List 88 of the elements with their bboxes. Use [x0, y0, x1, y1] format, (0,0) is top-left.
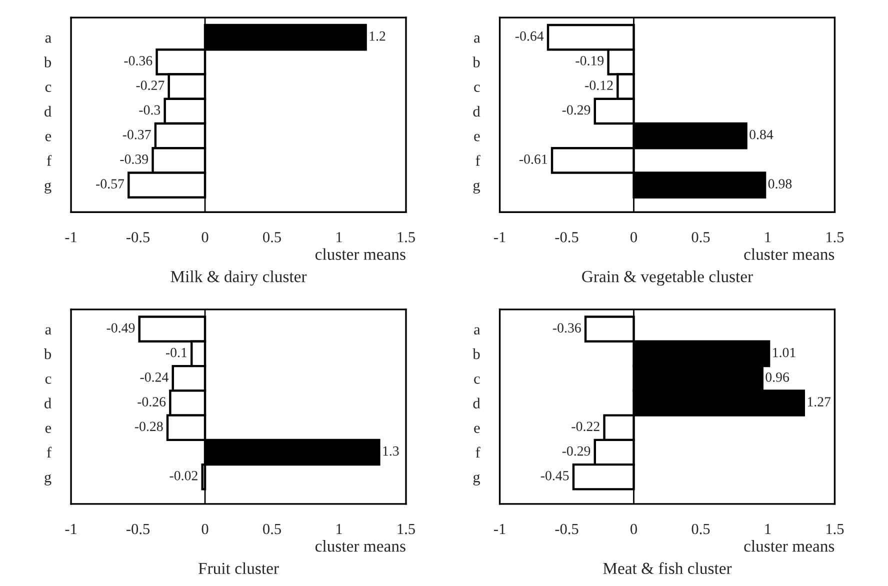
x-tick-label: -0.5 — [126, 524, 150, 534]
y-tick-label: b — [44, 348, 52, 360]
data-label: -0.49 — [106, 323, 135, 333]
x-tick-label: 0.5 — [263, 232, 281, 242]
y-tick-label: e — [474, 134, 480, 142]
text: Milk & dairy cluster — [170, 270, 307, 286]
x-axis-title: cluster means — [315, 248, 406, 260]
data-label: -0.64 — [515, 31, 544, 41]
data-label: 1.3 — [383, 446, 399, 456]
data-label: 1.2 — [370, 31, 386, 41]
data-label: -0.27 — [136, 80, 164, 90]
y-tick-label: a — [45, 327, 52, 335]
data-label: -0.28 — [134, 422, 163, 432]
y-tick-label: b — [472, 348, 480, 360]
data-label: -0.29 — [562, 105, 590, 115]
x-tick-label: -1 — [494, 232, 506, 242]
data-label: -0.24 — [140, 372, 168, 382]
y-tick-label: c — [474, 84, 480, 92]
x-tick-label: 0 — [630, 524, 637, 534]
x-tick-label: 1 — [336, 232, 342, 242]
data-label: 0.84 — [750, 130, 774, 140]
x-tick-label: 1 — [765, 524, 771, 534]
y-tick-label: g — [473, 182, 480, 194]
x-tick-label: 1.5 — [826, 232, 844, 242]
y-tick-label: a — [45, 35, 52, 43]
x-tick-label: 0.5 — [692, 524, 710, 534]
x-axis-title: cluster means — [315, 540, 406, 552]
data-label: -0.12 — [585, 80, 613, 90]
y-tick-label: e — [45, 426, 52, 434]
data-label: -0.29 — [562, 446, 590, 456]
data-label: -0.57 — [96, 179, 124, 189]
text: Fruit cluster — [198, 562, 279, 574]
x-tick-label: 1.5 — [398, 524, 415, 534]
x-tick-label: -1 — [65, 524, 76, 534]
x-tick-label: -0.5 — [126, 232, 150, 242]
y-tick-label: d — [473, 398, 480, 408]
data-label: -0.61 — [519, 154, 548, 164]
text: Meat & fish cluster — [603, 562, 732, 574]
data-label: -0.02 — [170, 470, 198, 480]
y-tick-label: f — [476, 154, 480, 166]
x-tick-label: 1 — [765, 232, 771, 242]
y-tick-label: c — [474, 376, 480, 384]
y-tick-label: b — [44, 56, 52, 68]
x-tick-label: -0.5 — [555, 232, 578, 242]
y-tick-label: e — [474, 426, 480, 434]
x-tick-label: 0.5 — [263, 524, 281, 534]
x-tick-label: -1 — [494, 524, 506, 534]
y-tick-label: c — [45, 376, 52, 384]
data-label: 1.01 — [773, 348, 796, 358]
data-label: -0.22 — [572, 422, 600, 432]
x-tick-label: 1.5 — [398, 232, 415, 242]
data-label: 0.98 — [768, 179, 792, 189]
x-tick-label: 0 — [202, 232, 208, 242]
y-tick-label: a — [474, 327, 480, 335]
y-tick-label: d — [44, 398, 52, 408]
y-tick-label: g — [473, 474, 480, 486]
data-label: -0.45 — [540, 470, 569, 480]
y-tick-label: f — [46, 154, 52, 166]
text: Grain & vegetable cluster — [582, 270, 753, 286]
data-label: -0.19 — [576, 56, 604, 66]
y-tick-label: e — [45, 134, 52, 142]
data-label: -0.37 — [122, 130, 151, 140]
data-label: -0.36 — [552, 323, 581, 333]
y-tick-label: f — [476, 446, 480, 458]
x-axis-title: cluster means — [744, 540, 834, 552]
data-label: -0.1 — [166, 348, 187, 358]
y-tick-label: d — [473, 106, 480, 117]
x-tick-label: -0.5 — [555, 524, 578, 534]
y-tick-label: b — [472, 56, 480, 68]
x-tick-label: 0 — [630, 232, 637, 242]
x-axis-title: cluster means — [744, 248, 834, 260]
data-label: 0.96 — [766, 372, 790, 382]
data-label: -0.26 — [138, 397, 166, 407]
data-label: -0.36 — [124, 56, 152, 66]
x-tick-label: 1 — [336, 524, 342, 534]
y-tick-label: g — [44, 474, 52, 486]
y-tick-label: c — [45, 84, 52, 92]
y-tick-label: g — [44, 182, 52, 194]
data-label: 1.27 — [808, 397, 831, 407]
x-tick-label: 0.5 — [692, 232, 710, 242]
y-tick-label: f — [46, 446, 52, 458]
y-tick-label: d — [44, 106, 52, 117]
data-label: -0.39 — [120, 154, 148, 164]
x-tick-label: -1 — [65, 232, 76, 242]
x-tick-label: 1.5 — [826, 524, 844, 534]
y-tick-label: a — [474, 35, 480, 43]
x-tick-label: 0 — [202, 524, 208, 534]
data-label: -0.3 — [139, 105, 160, 115]
